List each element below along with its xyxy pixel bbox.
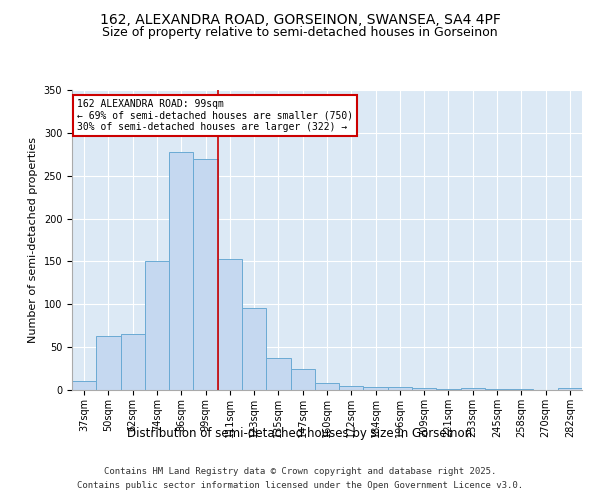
Text: Distribution of semi-detached houses by size in Gorseinon: Distribution of semi-detached houses by … [127, 428, 473, 440]
Bar [364, 386, 388, 390]
Bar [193, 158, 218, 390]
Bar [558, 388, 582, 390]
Bar [485, 389, 509, 390]
Bar [121, 334, 145, 390]
Text: Contains HM Land Registry data © Crown copyright and database right 2025.: Contains HM Land Registry data © Crown c… [104, 468, 496, 476]
Bar [412, 388, 436, 390]
Bar [145, 262, 169, 390]
Bar [72, 382, 96, 390]
Bar [388, 386, 412, 390]
Bar [169, 152, 193, 390]
Bar [218, 259, 242, 390]
Text: 162 ALEXANDRA ROAD: 99sqm
← 69% of semi-detached houses are smaller (750)
30% of: 162 ALEXANDRA ROAD: 99sqm ← 69% of semi-… [77, 99, 353, 132]
Bar [242, 308, 266, 390]
Bar [509, 389, 533, 390]
Text: Size of property relative to semi-detached houses in Gorseinon: Size of property relative to semi-detach… [102, 26, 498, 39]
Bar [96, 336, 121, 390]
Bar [436, 389, 461, 390]
Y-axis label: Number of semi-detached properties: Number of semi-detached properties [28, 137, 38, 343]
Text: 162, ALEXANDRA ROAD, GORSEINON, SWANSEA, SA4 4PF: 162, ALEXANDRA ROAD, GORSEINON, SWANSEA,… [100, 12, 500, 26]
Bar [290, 368, 315, 390]
Bar [339, 386, 364, 390]
Bar [461, 388, 485, 390]
Text: Contains public sector information licensed under the Open Government Licence v3: Contains public sector information licen… [77, 481, 523, 490]
Bar [266, 358, 290, 390]
Bar [315, 383, 339, 390]
